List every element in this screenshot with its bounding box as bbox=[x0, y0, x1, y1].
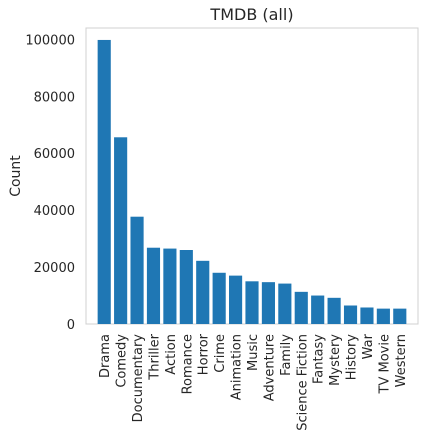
x-tick-label: Action bbox=[164, 334, 179, 375]
x-tick-label: War bbox=[361, 333, 376, 359]
bars bbox=[97, 39, 407, 324]
y-axis-label: Count bbox=[8, 155, 24, 197]
y-tick-label: 40000 bbox=[34, 204, 75, 219]
x-tick-label: Documentary bbox=[131, 334, 146, 423]
y-tick-label: 20000 bbox=[34, 261, 75, 276]
x-tick-label: Western bbox=[394, 334, 409, 387]
x-tick-label: Crime bbox=[213, 334, 228, 373]
bar-horror bbox=[196, 260, 210, 324]
y-tick-label: 60000 bbox=[34, 147, 75, 162]
x-tick-label: Horror bbox=[197, 333, 212, 375]
bar-family bbox=[278, 283, 292, 324]
bar-war bbox=[360, 307, 374, 324]
bar-mystery bbox=[327, 297, 341, 324]
bar-comedy bbox=[114, 137, 128, 324]
bar-crime bbox=[212, 272, 226, 324]
x-tick-label: Animation bbox=[230, 334, 245, 400]
bar-adventure bbox=[261, 282, 275, 324]
bar-music bbox=[245, 281, 259, 324]
bar-science-fiction bbox=[294, 291, 308, 324]
x-tick-label: Fantasy bbox=[312, 334, 327, 384]
x-tick-label: Adventure bbox=[262, 334, 277, 401]
y-axis-ticks: 0 20000 40000 60000 80000 100000 bbox=[25, 33, 75, 333]
bar-romance bbox=[179, 250, 193, 324]
x-tick-label: Mystery bbox=[328, 334, 343, 386]
x-tick-label: Romance bbox=[180, 334, 195, 394]
x-tick-label: History bbox=[345, 334, 360, 381]
x-tick-label: Thriller bbox=[147, 333, 162, 380]
y-tick-label: 80000 bbox=[34, 90, 75, 105]
chart-title: TMDB (all) bbox=[209, 5, 293, 24]
x-tick-label: Science Fiction bbox=[295, 334, 310, 431]
bar-drama bbox=[97, 39, 111, 324]
x-tick-label: Music bbox=[246, 334, 261, 371]
bar-action bbox=[163, 248, 177, 324]
bar-thriller bbox=[146, 247, 161, 324]
y-tick-label: 0 bbox=[67, 318, 75, 333]
bar-history bbox=[343, 305, 358, 324]
x-tick-label: Drama bbox=[98, 334, 113, 378]
bar-tv-movie bbox=[376, 308, 390, 324]
x-tick-label: TV Movie bbox=[377, 334, 392, 394]
x-tick-label: Family bbox=[279, 334, 294, 376]
bar-western bbox=[393, 308, 407, 324]
y-tick-label: 100000 bbox=[25, 33, 75, 48]
bar-fantasy bbox=[311, 295, 325, 324]
bar-documentary bbox=[130, 216, 144, 324]
bar-animation bbox=[229, 275, 243, 324]
x-axis-ticks: Drama Comedy Documentary Thriller Action Roma… bbox=[98, 333, 409, 430]
x-tick-label: Comedy bbox=[115, 334, 130, 388]
